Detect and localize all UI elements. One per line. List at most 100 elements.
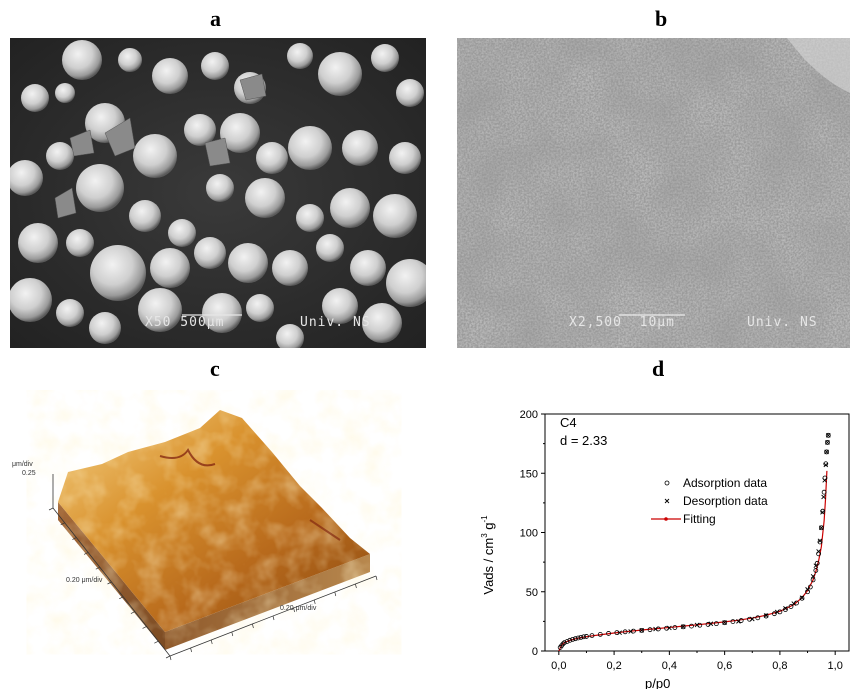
microsphere xyxy=(150,248,190,288)
adsorption-point xyxy=(570,636,576,642)
microsphere xyxy=(228,243,268,283)
adsorption-point xyxy=(578,634,584,640)
y-tick-label: 100 xyxy=(520,528,538,540)
microsphere xyxy=(129,200,161,232)
broken-shell-fragment xyxy=(204,137,231,167)
microsphere xyxy=(246,294,274,322)
adsorption-point xyxy=(564,639,570,644)
adsorption-point xyxy=(814,560,820,566)
microsphere xyxy=(202,293,242,333)
microsphere xyxy=(133,134,177,178)
microsphere xyxy=(206,174,234,202)
microsphere xyxy=(201,52,229,80)
microsphere xyxy=(245,178,285,218)
desorption-point xyxy=(819,525,824,531)
desorption-point xyxy=(639,627,645,633)
x-tick-label: 1,0 xyxy=(828,660,843,672)
isotherm-plot-area: 0,0 0,2 0,4 0,6 0,8 1,0 0 50 100 150 200 Adsorptio… xyxy=(480,409,850,689)
adsorption-point xyxy=(817,539,823,545)
desorption-point xyxy=(805,587,810,592)
microsphere xyxy=(18,223,58,263)
desorption-point xyxy=(825,440,830,445)
microsphere xyxy=(220,113,260,153)
panel-label-a: a xyxy=(210,6,221,31)
microsphere xyxy=(389,142,421,174)
y-tick-label: 50 xyxy=(526,587,538,599)
adsorption-point xyxy=(705,622,711,627)
desorption-point xyxy=(822,478,827,483)
broken-shell-fragment xyxy=(69,129,95,157)
adsorption-point xyxy=(823,461,829,467)
afm-surface-render xyxy=(48,410,378,661)
chart-y-axis-title: Vads / cm3 g-1 xyxy=(480,515,496,595)
adsorption-point xyxy=(713,621,719,627)
microsphere xyxy=(89,312,121,344)
adsorption-point xyxy=(573,636,578,642)
microsphere xyxy=(62,40,102,80)
adsorption-point xyxy=(567,637,573,643)
adsorption-point xyxy=(597,632,603,637)
afm-z-unit: μm/div xyxy=(12,461,33,468)
desorption-point xyxy=(821,494,826,500)
microsphere xyxy=(194,237,226,269)
x-tick-label: 0,0 xyxy=(551,660,566,672)
legend-fitting-label: Fitting xyxy=(683,512,716,526)
microsphere xyxy=(288,126,332,170)
x-tick-label: 0,2 xyxy=(606,660,621,672)
desorption-point xyxy=(799,595,805,600)
microsphere xyxy=(21,84,49,112)
adsorption-point xyxy=(825,440,830,445)
adsorption-point xyxy=(730,619,736,625)
desorption-point xyxy=(617,630,622,635)
broken-shell-fragment xyxy=(239,73,267,101)
y-tick-label: 200 xyxy=(520,409,538,421)
microsphere xyxy=(362,303,402,343)
legend-adsorption-label: Adsorption data xyxy=(683,476,767,490)
adsorption-point xyxy=(589,633,595,638)
microsphere xyxy=(322,288,358,324)
adsorption-point xyxy=(777,609,783,615)
microsphere xyxy=(118,48,142,72)
microsphere xyxy=(184,114,216,146)
adsorption-point xyxy=(825,432,831,438)
adsorption-point xyxy=(763,613,769,619)
desorption-point xyxy=(816,549,821,554)
chart-x-axis-title: p/p0 xyxy=(645,676,670,689)
panel-label-b: b xyxy=(655,6,668,31)
sem-image-surface: X2,500 10μm Univ. NS xyxy=(457,38,850,348)
microsphere xyxy=(330,188,370,228)
adsorption-point xyxy=(788,604,794,609)
x-tick-label: 0,4 xyxy=(662,660,677,672)
adsorption-point xyxy=(561,640,567,646)
microsphere xyxy=(371,44,399,72)
y-tick-label: 0 xyxy=(532,646,538,658)
microsphere xyxy=(316,234,344,262)
desorption-point xyxy=(823,462,829,468)
desorption-point xyxy=(763,613,769,618)
afm-y-axis-label: 0.20 μm/div xyxy=(280,605,317,612)
adsorption-point xyxy=(622,629,628,635)
broken-shell-fragment xyxy=(54,187,77,219)
microsphere xyxy=(90,245,146,301)
adsorption-point xyxy=(799,595,805,601)
microsphere xyxy=(66,229,94,257)
desorption-point xyxy=(813,563,819,568)
desorption-point xyxy=(817,538,823,544)
adsorption-point xyxy=(689,623,694,629)
adsorption-point xyxy=(818,525,824,531)
adsorption-point xyxy=(647,627,653,633)
adsorption-point xyxy=(639,627,645,633)
microsphere xyxy=(287,43,313,69)
isotherm-chart: 0,0 0,2 0,4 0,6 0,8 1,0 0 50 100 150 200 Adsorptio… xyxy=(457,390,858,689)
panel-label-c: c xyxy=(210,356,220,381)
adsorption-point xyxy=(655,626,661,632)
legend-fitting-marker xyxy=(664,517,668,521)
desorption-point xyxy=(653,626,658,632)
chart-annotation-sample: C4 xyxy=(560,415,577,430)
adsorption-point xyxy=(783,607,788,612)
adsorption-point xyxy=(575,635,581,641)
adsorption-point xyxy=(755,615,761,621)
microsphere xyxy=(76,164,124,212)
adsorption-point xyxy=(807,584,813,590)
desorption-point xyxy=(749,616,755,622)
